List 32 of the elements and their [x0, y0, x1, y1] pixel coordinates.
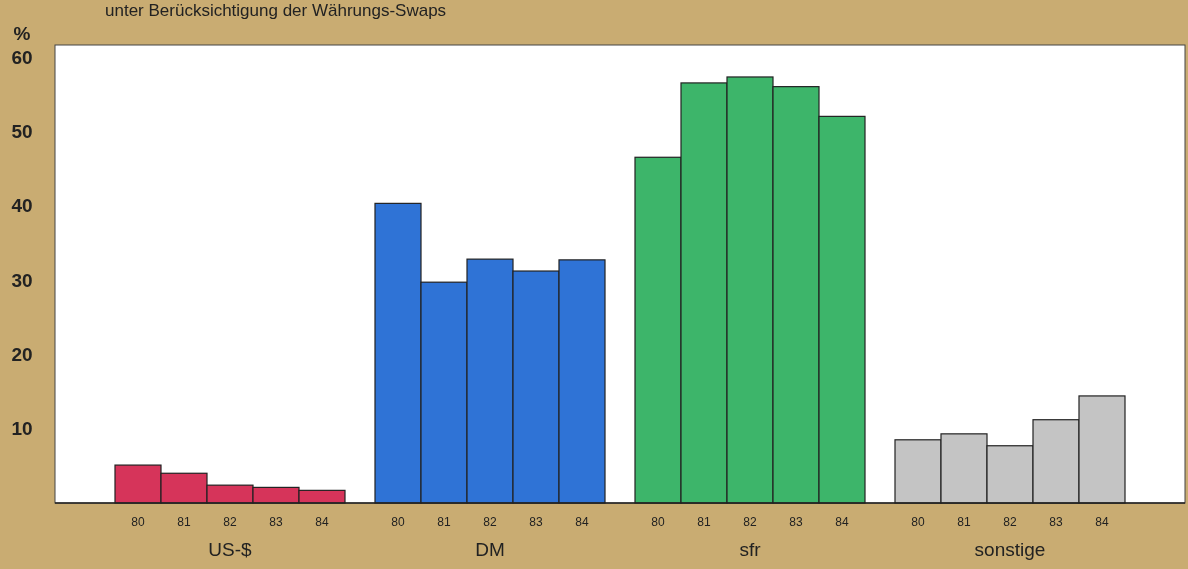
y-tick-label: 30: [11, 269, 33, 291]
y-tick-label: 40: [11, 195, 33, 217]
x-tick-label: 81: [177, 515, 191, 529]
x-tick-label: 83: [789, 515, 803, 529]
y-tick-label: 60: [11, 46, 33, 68]
y-axis-title: %: [13, 23, 31, 44]
x-tick-label: 83: [1049, 515, 1063, 529]
x-tick-label: 80: [131, 515, 145, 529]
x-tick-label: 84: [835, 515, 849, 529]
x-tick-label: 81: [697, 515, 711, 529]
x-tick-label: 80: [391, 515, 405, 529]
series-label: DM: [475, 539, 505, 560]
y-tick-label: 10: [11, 418, 33, 440]
series-label: sfr: [739, 539, 762, 560]
x-tick-label: 82: [743, 515, 757, 529]
x-tick-label: 81: [437, 515, 451, 529]
x-tick-label: 81: [957, 515, 971, 529]
chart-title: unter Berücksichtigung der Währungs-Swaps: [105, 1, 447, 20]
x-tick-label: 83: [529, 515, 543, 529]
x-tick-label: 82: [223, 515, 237, 529]
x-tick-label: 84: [575, 515, 589, 529]
y-tick-label: 20: [11, 343, 33, 365]
series-label: US-$: [208, 539, 253, 560]
x-tick-label: 84: [315, 515, 329, 529]
x-tick-label: 82: [483, 515, 497, 529]
x-tick-label: 84: [1095, 515, 1109, 529]
x-tick-label: 80: [651, 515, 665, 529]
x-tick-label: 80: [911, 515, 925, 529]
series-label: sonstige: [974, 539, 1046, 560]
x-tick-label: 83: [269, 515, 283, 529]
x-tick-label: 82: [1003, 515, 1017, 529]
y-tick-label: 50: [11, 120, 33, 142]
